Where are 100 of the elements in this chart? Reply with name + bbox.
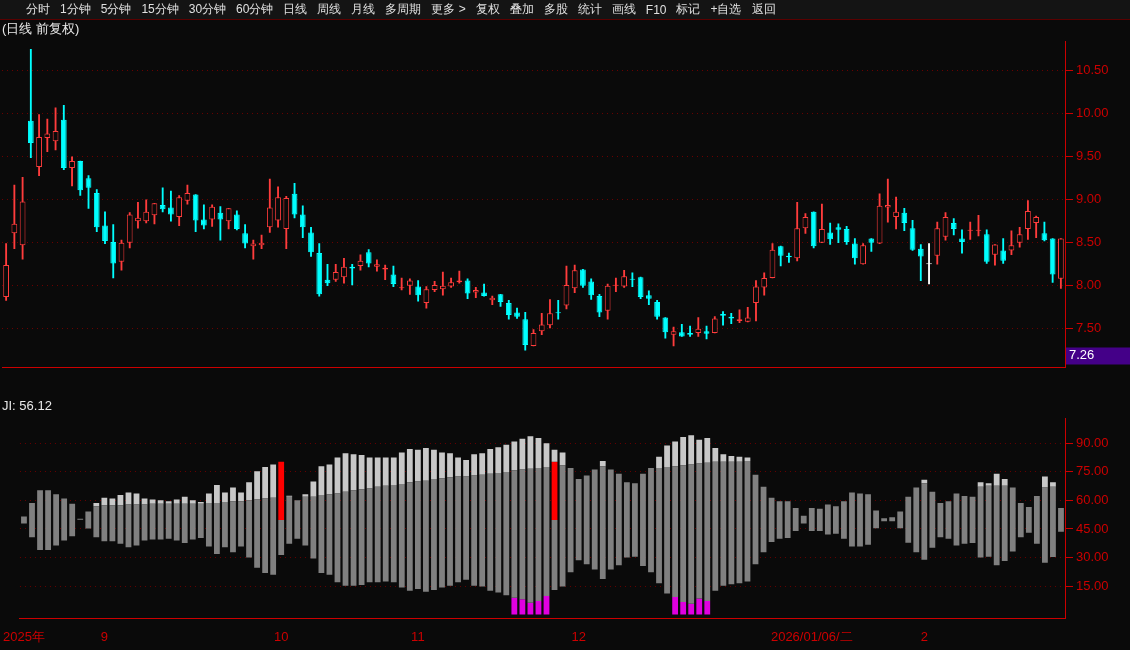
bar	[390, 485, 397, 583]
bar	[423, 448, 429, 481]
bar	[310, 481, 317, 497]
y-tick-label: 10.50	[1076, 62, 1109, 78]
y-tick-label: 9.00	[1076, 191, 1102, 207]
y-tick-label: 90.00	[1076, 434, 1109, 450]
bar	[575, 478, 582, 561]
bar	[1050, 482, 1056, 487]
bar	[784, 501, 791, 538]
bar	[591, 469, 598, 570]
bar	[929, 491, 936, 548]
bar	[270, 464, 277, 498]
text: 1分钟	[60, 1, 91, 18]
bar	[1017, 502, 1024, 538]
bar	[157, 500, 164, 504]
candlestick	[884, 178, 891, 223]
bar	[889, 517, 896, 522]
bar	[720, 461, 727, 586]
bar	[310, 496, 317, 559]
bar	[278, 461, 285, 521]
bar	[205, 502, 212, 547]
bar	[149, 499, 156, 504]
bar	[672, 441, 679, 467]
text: 月线	[351, 1, 376, 18]
text: 画线	[611, 1, 636, 18]
bar	[656, 456, 662, 468]
bar	[712, 448, 719, 462]
bar	[189, 500, 196, 504]
bar	[230, 501, 236, 553]
bar	[173, 499, 180, 504]
text: 15分钟	[141, 1, 179, 18]
bar	[664, 466, 670, 594]
bar	[704, 601, 711, 615]
bar	[656, 467, 662, 584]
bar	[45, 490, 51, 550]
bar	[704, 462, 711, 602]
text: 多股	[543, 1, 568, 18]
bar	[495, 473, 502, 593]
bar	[181, 496, 188, 504]
x-tick-label: 2026/01/06/二	[770, 628, 853, 644]
bar	[873, 510, 879, 529]
bar	[632, 483, 638, 557]
bar	[414, 481, 421, 590]
bar	[439, 478, 445, 588]
bar	[921, 479, 928, 484]
bar	[382, 457, 389, 486]
bar	[519, 438, 526, 470]
bar	[222, 492, 228, 502]
text: +自选	[710, 1, 742, 18]
bar	[1042, 487, 1048, 563]
bar	[29, 502, 35, 538]
text: 统计	[577, 1, 602, 18]
bar	[447, 453, 453, 478]
bar	[728, 461, 735, 585]
bar	[238, 501, 244, 547]
bar	[905, 496, 912, 543]
bar	[495, 447, 502, 474]
bar	[921, 483, 928, 560]
bar	[672, 466, 679, 597]
bar	[985, 483, 992, 486]
bar	[205, 493, 212, 503]
bar	[214, 485, 220, 503]
bar	[479, 453, 486, 475]
bar	[712, 461, 719, 591]
x-tick-label: 10	[273, 628, 289, 644]
bar	[519, 469, 526, 600]
bar	[53, 494, 60, 546]
bar	[728, 455, 735, 462]
bar	[1050, 486, 1056, 557]
bar	[849, 492, 855, 547]
bar	[230, 487, 236, 502]
bar	[406, 482, 413, 591]
bar	[519, 599, 526, 615]
bar	[471, 475, 478, 586]
text: 返回	[751, 1, 776, 18]
bar	[157, 503, 164, 540]
bar	[680, 465, 687, 603]
y-tick-label: 8.00	[1076, 277, 1102, 293]
bar	[133, 493, 140, 505]
bar	[841, 501, 847, 539]
bar	[503, 444, 510, 473]
text: 复权	[475, 1, 500, 18]
text: 5分钟	[100, 1, 132, 18]
bar	[696, 598, 703, 615]
bar	[640, 473, 646, 567]
bar	[37, 490, 43, 550]
bar	[262, 466, 269, 499]
chart-title: (日线 前复权)	[2, 21, 80, 37]
bar	[398, 484, 405, 588]
x-tick-label: 11	[411, 628, 425, 644]
y-tick-label: 8.50	[1076, 234, 1102, 250]
y-tick-label: 75.00	[1076, 463, 1109, 479]
bar	[85, 511, 92, 529]
bar	[680, 437, 687, 466]
bar	[366, 457, 373, 489]
text: 周线	[317, 1, 342, 18]
y-tick-label: 9.50	[1076, 148, 1102, 164]
text: 30分钟	[188, 1, 227, 18]
bar	[688, 603, 695, 615]
bar	[824, 504, 831, 535]
